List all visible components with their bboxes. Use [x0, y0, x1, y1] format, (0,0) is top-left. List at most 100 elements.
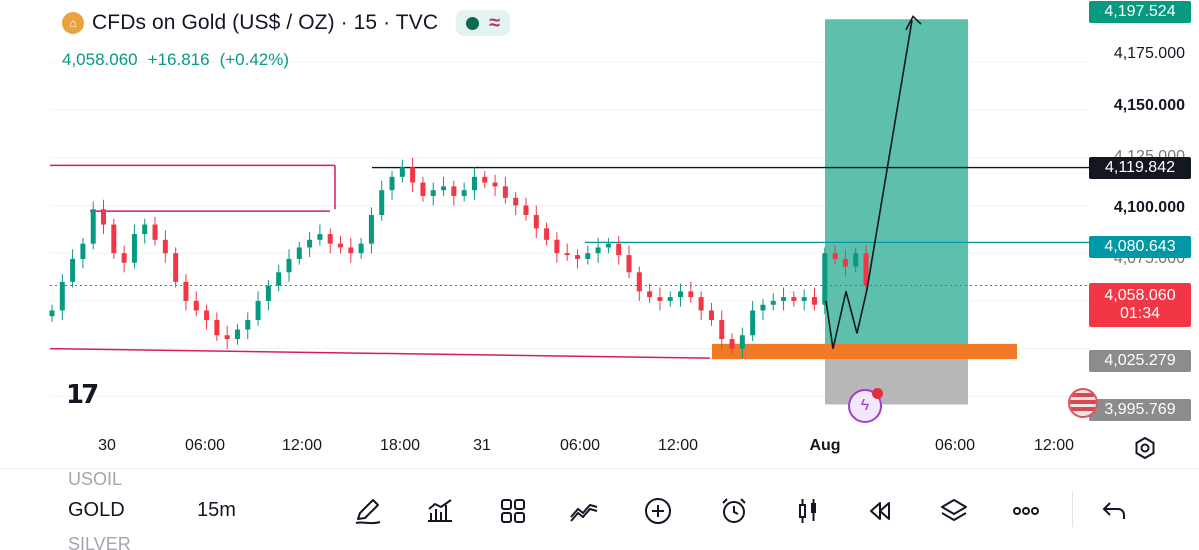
settings-icon[interactable] [1133, 436, 1157, 460]
candle-body [801, 297, 807, 301]
layouts-button[interactable] [495, 493, 531, 529]
candle-body [729, 339, 735, 349]
symbol-selector[interactable]: GOLD [68, 499, 125, 521]
candle-body [791, 297, 797, 301]
symbol-next[interactable]: SILVER [68, 534, 131, 550]
alarm-clock-icon [722, 498, 746, 523]
undo-button[interactable] [1096, 493, 1132, 529]
candle-body [70, 258, 76, 282]
time-tick: 06:00 [184, 437, 226, 454]
price-tick: 4,150.000 [1113, 97, 1185, 114]
candle-body [657, 297, 663, 301]
bottom-toolbar: USOIL GOLD SILVER 15m [0, 468, 1199, 550]
candle-body [698, 297, 704, 311]
candle-body [781, 297, 787, 301]
price-change: +16.816 [147, 50, 210, 69]
time-tick: 12:00 [1033, 437, 1075, 454]
candle-body [822, 253, 828, 305]
price-tick: 4,100.000 [1113, 199, 1185, 216]
level-price-label: 4,080.643 [1089, 236, 1191, 258]
chart-area[interactable]: ⌂ CFDs on Gold (US$ / OZ) · 15 · TVC ≈ 4… [0, 0, 1199, 460]
drawing-button[interactable] [350, 493, 386, 529]
time-tick: 31 [473, 437, 491, 454]
candle-body [379, 190, 385, 215]
candle-body [234, 329, 240, 340]
candle-body [626, 255, 632, 273]
candle-body [327, 234, 333, 244]
candle-body [513, 197, 519, 206]
layers-button[interactable] [936, 493, 972, 529]
candle-body [111, 224, 117, 254]
candle-body [152, 224, 158, 240]
tradingview-logo: 17 [66, 380, 99, 410]
current-price-value: 4,058.060 [1104, 287, 1176, 304]
toolbar-divider [1072, 491, 1073, 527]
time-tick: 12:00 [281, 437, 323, 454]
candle-body [842, 258, 848, 267]
candle-body [502, 186, 508, 198]
replay-button[interactable] [862, 493, 898, 529]
more-icon [1013, 507, 1039, 515]
wave-icon: ≈ [489, 12, 501, 34]
candles-icon [799, 499, 816, 523]
candle-body [636, 272, 642, 292]
candle-body [317, 234, 323, 240]
undo-icon [1102, 502, 1125, 519]
indicators-icon [428, 499, 452, 522]
candle-body [616, 243, 622, 256]
candle-body [853, 253, 859, 267]
add-button[interactable] [640, 493, 676, 529]
price-chart[interactable] [0, 0, 1199, 460]
notification-dot-icon [872, 388, 883, 399]
candle-body [410, 167, 416, 183]
us-flag-icon[interactable] [1068, 388, 1098, 418]
candle-body [162, 239, 168, 254]
candle-body [523, 205, 529, 215]
symbol-title[interactable]: CFDs on Gold (US$ / OZ) · 15 · TVC [92, 11, 439, 34]
chart-type-button[interactable] [790, 493, 826, 529]
candle-body [204, 310, 210, 320]
candle-body [358, 243, 364, 254]
plus-circle-icon [645, 498, 671, 524]
candle-body [533, 215, 539, 229]
market-open-icon [466, 16, 480, 30]
candle-body [750, 310, 756, 336]
alert-button[interactable] [716, 493, 752, 529]
bolt-icon[interactable]: ϟ [848, 388, 883, 423]
candle-body [101, 209, 107, 225]
candle-body [286, 258, 292, 273]
rewind-icon [870, 502, 890, 520]
candle-body [605, 243, 611, 248]
more-button[interactable] [1008, 493, 1044, 529]
candle-body [255, 300, 261, 320]
candle-body [399, 167, 405, 177]
market-status-pill[interactable]: ≈ [456, 10, 511, 36]
resistance-price-label: 4,119.842 [1089, 157, 1191, 179]
candle-body [348, 247, 354, 254]
time-tick: 30 [98, 437, 116, 454]
candle-body [574, 255, 580, 259]
candle-body [811, 297, 817, 305]
candle-body [719, 320, 725, 340]
candle-body [595, 247, 601, 254]
interval-selector[interactable]: 15m [197, 499, 236, 521]
symbol-header: ⌂ CFDs on Gold (US$ / OZ) · 15 · TVC ≈ [62, 10, 511, 36]
projection-path [825, 20, 913, 349]
support-zone [712, 343, 1017, 360]
time-tick: Aug [809, 437, 841, 454]
price-quote: 4,058.060 +16.816 (+0.42%) [62, 50, 289, 70]
gold-logo-icon: ⌂ [62, 12, 84, 34]
candle-body [276, 272, 282, 286]
projection-arrowhead [905, 15, 922, 31]
candle-body [173, 253, 179, 282]
pencil-icon [355, 499, 381, 525]
candle-body [564, 253, 570, 256]
time-tick: 18:00 [379, 437, 421, 454]
compare-button[interactable] [566, 493, 602, 529]
profit-zone [825, 19, 968, 349]
symbol-prev[interactable]: USOIL [68, 469, 123, 489]
indicators-button[interactable] [422, 493, 458, 529]
candle-body [224, 335, 230, 340]
candle-body [770, 300, 776, 305]
candle-body [49, 310, 55, 317]
